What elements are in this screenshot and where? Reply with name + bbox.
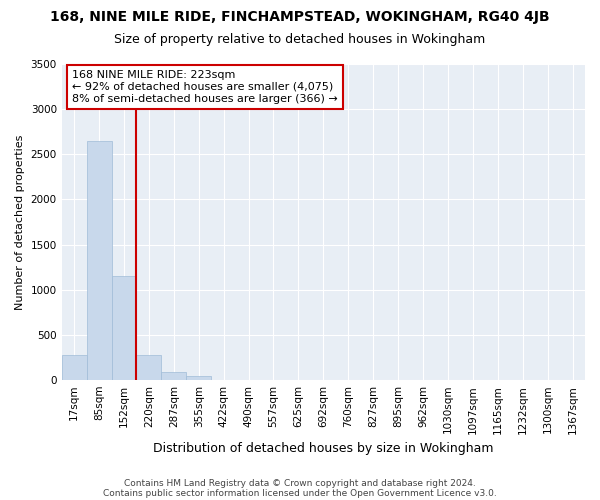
X-axis label: Distribution of detached houses by size in Wokingham: Distribution of detached houses by size … <box>153 442 494 455</box>
Text: Contains HM Land Registry data © Crown copyright and database right 2024.: Contains HM Land Registry data © Crown c… <box>124 478 476 488</box>
Bar <box>62 355 86 380</box>
Bar <box>161 372 186 380</box>
Text: Size of property relative to detached houses in Wokingham: Size of property relative to detached ho… <box>115 32 485 46</box>
Bar <box>186 376 211 380</box>
Bar <box>112 276 136 380</box>
Y-axis label: Number of detached properties: Number of detached properties <box>15 134 25 310</box>
Text: Contains public sector information licensed under the Open Government Licence v3: Contains public sector information licen… <box>103 488 497 498</box>
Text: 168 NINE MILE RIDE: 223sqm
← 92% of detached houses are smaller (4,075)
8% of se: 168 NINE MILE RIDE: 223sqm ← 92% of deta… <box>72 70 338 104</box>
Bar <box>86 141 112 380</box>
Text: 168, NINE MILE RIDE, FINCHAMPSTEAD, WOKINGHAM, RG40 4JB: 168, NINE MILE RIDE, FINCHAMPSTEAD, WOKI… <box>50 10 550 24</box>
Bar <box>136 355 161 380</box>
